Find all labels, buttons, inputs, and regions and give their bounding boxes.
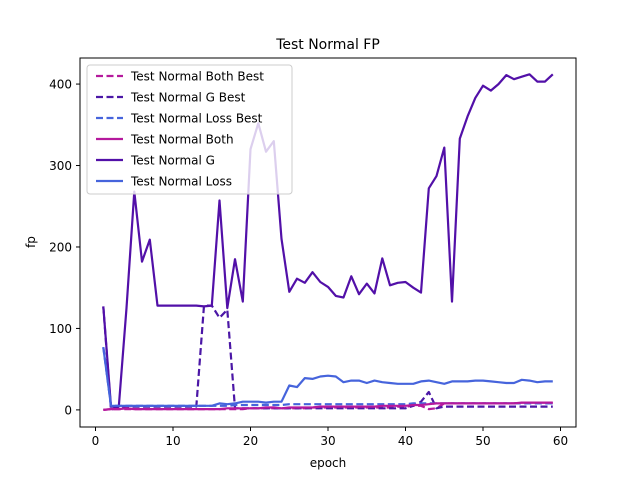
series-line-6 bbox=[102, 347, 553, 407]
x-axis-label: epoch bbox=[310, 456, 347, 470]
legend: Test Normal Both Best Test Normal G Best T… bbox=[86, 64, 293, 195]
x-tick-label: 50 bbox=[475, 434, 490, 448]
x-tick-label: 0 bbox=[92, 434, 100, 448]
x-tick-label: 60 bbox=[553, 434, 568, 448]
legend-entry-label: Test Normal G bbox=[130, 154, 215, 168]
series-line-4 bbox=[103, 401, 553, 411]
series-line-2 bbox=[102, 304, 553, 411]
x-tick-label: 40 bbox=[398, 434, 413, 448]
legend-entry-label: Test Normal Loss Best bbox=[130, 112, 263, 126]
plot-lines bbox=[102, 73, 554, 411]
x-tick-label: 30 bbox=[320, 434, 335, 448]
x-tick-label: 20 bbox=[243, 434, 258, 448]
y-tick-label: 300 bbox=[49, 159, 72, 173]
y-axis-ticks: 0 100 200 300 400 bbox=[49, 78, 80, 417]
y-axis-label: fp bbox=[24, 236, 38, 248]
chart-title: Test Normal FP bbox=[275, 37, 380, 53]
y-tick-label: 200 bbox=[49, 240, 72, 254]
y-tick-label: 0 bbox=[64, 403, 72, 417]
legend-entry-label: Test Normal Both bbox=[130, 133, 234, 147]
x-axis-ticks: 0 10 20 30 40 50 60 bbox=[92, 427, 568, 448]
legend-box bbox=[86, 64, 293, 195]
x-tick-label: 10 bbox=[165, 434, 180, 448]
legend-entry-label: Test Normal Both Best bbox=[130, 70, 264, 84]
series-line-5 bbox=[102, 73, 554, 408]
legend-entry-label: Test Normal Loss bbox=[130, 175, 232, 189]
y-tick-label: 400 bbox=[49, 78, 72, 92]
legend-entry-label: Test Normal G Best bbox=[130, 91, 246, 105]
y-tick-label: 100 bbox=[49, 322, 72, 336]
